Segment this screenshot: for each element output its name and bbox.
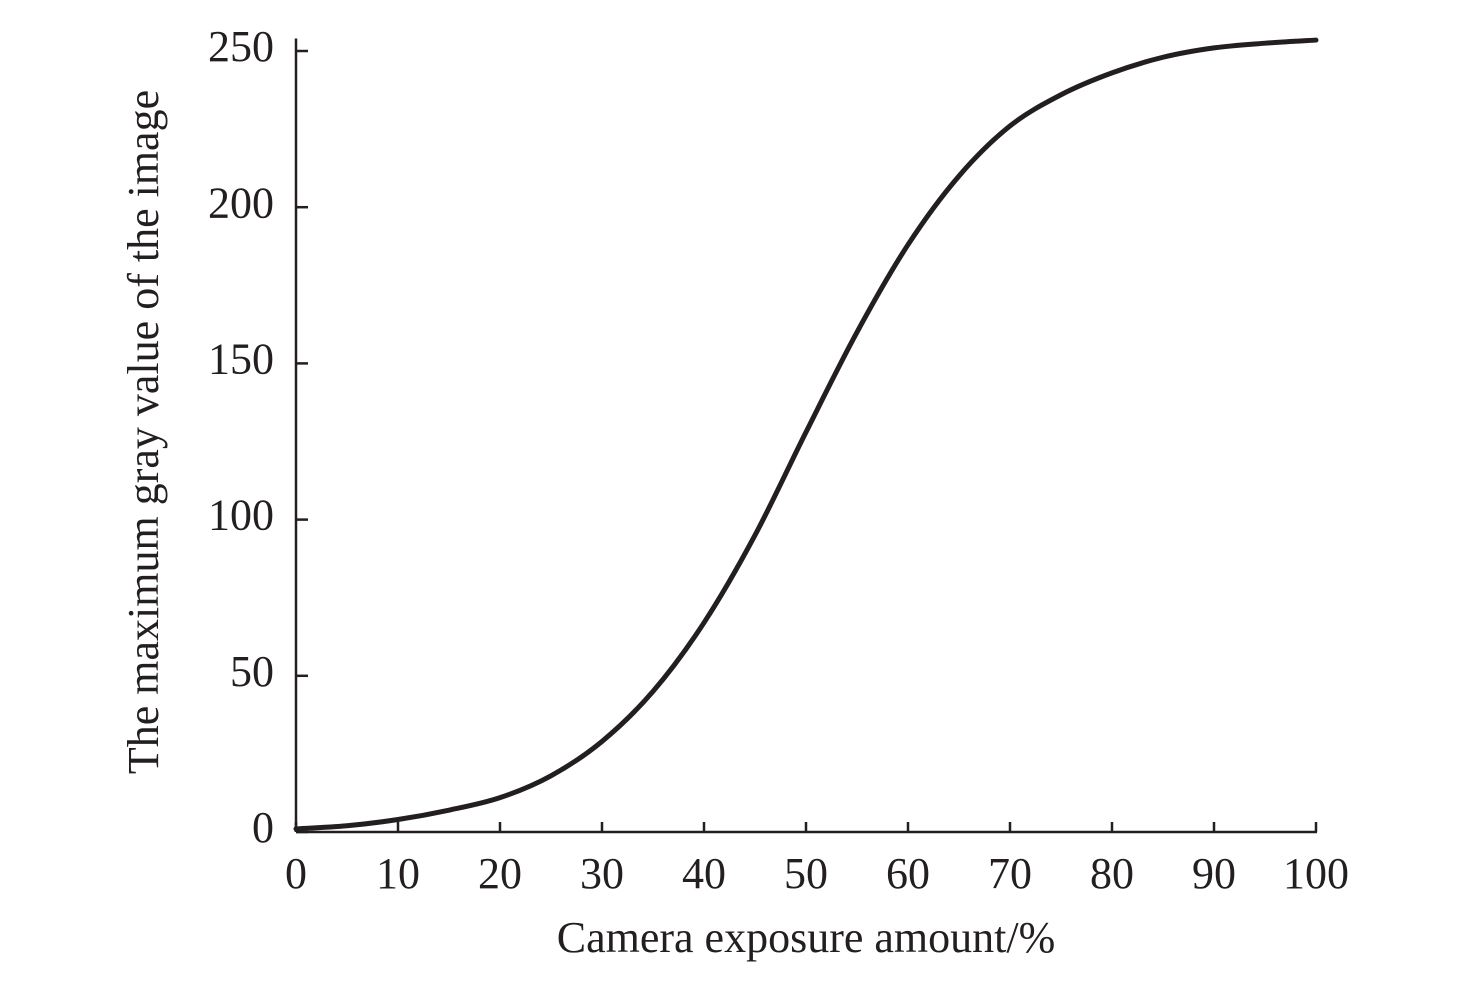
y-tick-label: 100 bbox=[208, 491, 274, 540]
x-tick-label: 50 bbox=[784, 849, 828, 898]
x-tick-label: 0 bbox=[285, 849, 307, 898]
x-tick-label: 100 bbox=[1283, 849, 1349, 898]
x-tick-label: 40 bbox=[682, 849, 726, 898]
x-tick-label: 20 bbox=[478, 849, 522, 898]
y-tick-label: 50 bbox=[230, 647, 274, 696]
data-line bbox=[293, 37, 1319, 832]
x-tick-label: 60 bbox=[886, 849, 930, 898]
x-tick-label: 10 bbox=[376, 849, 420, 898]
x-tick-label: 80 bbox=[1090, 849, 1134, 898]
y-tick-label: 200 bbox=[208, 178, 274, 227]
x-tick-label: 30 bbox=[580, 849, 624, 898]
y-tick-label: 0 bbox=[252, 803, 274, 852]
x-tick-label: 70 bbox=[988, 849, 1032, 898]
x-axis-title: Camera exposure amount/% bbox=[557, 913, 1056, 962]
y-tick-label: 250 bbox=[208, 22, 274, 71]
y-axis-title: The maximum gray value of the image bbox=[119, 90, 168, 774]
y-tick-label: 150 bbox=[208, 334, 274, 383]
x-tick-label: 90 bbox=[1192, 849, 1236, 898]
